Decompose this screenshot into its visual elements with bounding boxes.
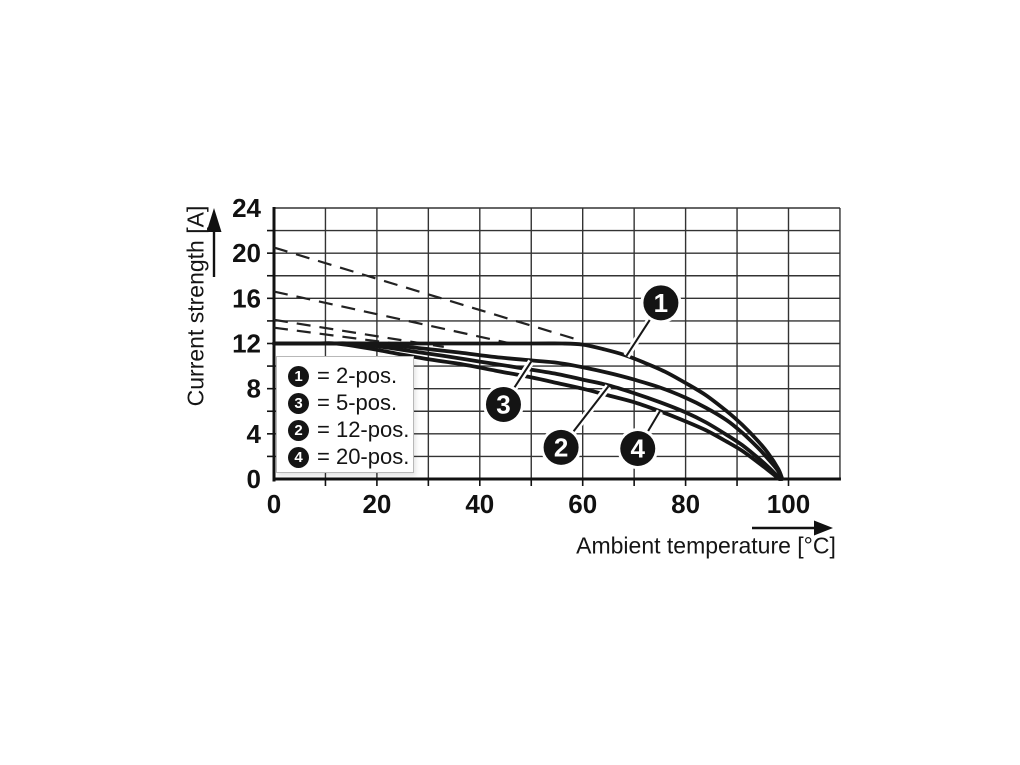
- callout-circle: [543, 429, 579, 465]
- callout-leader-line: [511, 361, 533, 391]
- x-tick-label: 40: [465, 489, 494, 519]
- y-tick-label: 0: [247, 464, 261, 494]
- callout-number: 2: [554, 432, 568, 462]
- callout-circle: [620, 431, 656, 467]
- y-tick-label: 20: [232, 238, 261, 268]
- legend: 1 = 2-pos. 3 = 5-pos. 2 = 12-pos. 4 = 20-pos.: [276, 356, 414, 473]
- legend-item-5pos: 3 = 5-pos.: [288, 390, 413, 416]
- callout-leader-line: [570, 385, 610, 435]
- callout-3: 3: [482, 359, 535, 425]
- callout-number: 4: [631, 434, 646, 464]
- callout-number: 1: [654, 288, 668, 318]
- y-axis-title: Current strength [A]: [182, 205, 209, 407]
- legend-label: = 12-pos.: [317, 417, 410, 442]
- curve-2-pos: [272, 341, 785, 481]
- legend-marker-1: 1: [288, 365, 309, 387]
- callout-1: 1: [623, 282, 682, 358]
- curve-12-pos: [272, 341, 783, 481]
- legend-marker-4: 4: [288, 446, 309, 468]
- legend-label: = 2-pos.: [317, 363, 398, 388]
- callout-leader-line: [625, 316, 653, 357]
- y-tick-label: 24: [232, 193, 261, 223]
- axis-ticks: [267, 229, 790, 486]
- x-tick-label: 80: [671, 489, 700, 519]
- callout-circle: [485, 386, 521, 422]
- curves: [272, 341, 785, 481]
- legend-item-20pos: 4 = 20-pos.: [288, 444, 413, 470]
- callout-4: 4: [617, 409, 663, 470]
- legend-marker-2: 2: [288, 419, 309, 441]
- legend-marker-3: 3: [288, 392, 309, 414]
- callout-2: 2: [540, 384, 612, 468]
- legend-item-2pos: 1 = 2-pos.: [288, 363, 413, 389]
- callouts: 1 3 2 4: [482, 282, 682, 470]
- x-axis-arrow-head: [814, 520, 833, 536]
- x-tick-label: 20: [362, 489, 391, 519]
- callout-leader-line: [645, 410, 661, 435]
- legend-label: = 5-pos.: [317, 390, 398, 415]
- curve-20-pos: [272, 341, 782, 481]
- y-tick-label: 12: [232, 328, 261, 358]
- dashed-derating-line-1: [273, 246, 584, 343]
- curve-5-pos: [272, 341, 784, 481]
- legend-label: = 20-pos.: [317, 444, 410, 469]
- x-axis-title: Ambient temperature [°C]: [576, 532, 836, 559]
- callout-circle: [643, 285, 679, 321]
- axis-arrows: [206, 208, 833, 536]
- y-tick-label: 8: [247, 374, 261, 404]
- y-tick-label: 4: [247, 419, 262, 449]
- y-axis-arrow-head: [206, 208, 222, 232]
- dashed-derating-line-3: [273, 290, 517, 346]
- x-tick-label: 0: [267, 489, 281, 519]
- callout-number: 3: [496, 389, 510, 419]
- x-tick-label: 100: [767, 489, 810, 519]
- legend-item-12pos: 2 = 12-pos.: [288, 417, 413, 443]
- x-tick-label: 60: [568, 489, 597, 519]
- y-tick-label: 16: [232, 283, 261, 313]
